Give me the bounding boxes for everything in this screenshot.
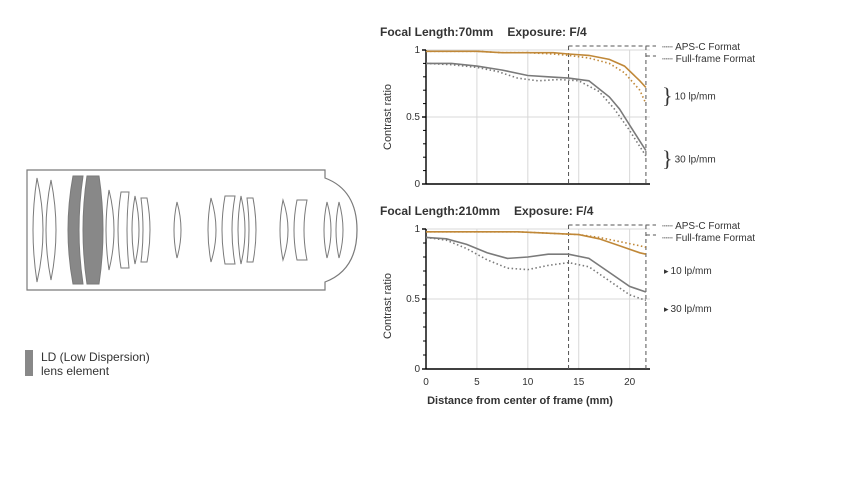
svg-text:1: 1 bbox=[414, 45, 420, 56]
mtf-chart-70mm: Focal Length:70mm Exposure: F/4 Contrast … bbox=[380, 25, 853, 192]
ld-label-2: lens element bbox=[41, 364, 109, 378]
mtf-svg-bottom: 0 5 10 15 20 0 0.5 1 bbox=[396, 221, 656, 391]
ld-swatch bbox=[25, 350, 33, 376]
format-callouts-bottom: ┄┄ APS-C Format ┄┄ Full-frame Format bbox=[662, 221, 755, 245]
ld-label-1: LD (Low Dispersion) bbox=[41, 350, 150, 364]
title-exposure-70: Exposure: F/4 bbox=[507, 25, 586, 39]
callout-10lp-bottom: 10 lp/mm bbox=[664, 266, 712, 277]
ld-legend-text: LD (Low Dispersion) lens element bbox=[41, 350, 150, 378]
charts-section: Focal Length:70mm Exposure: F/4 Contrast … bbox=[380, 0, 853, 501]
lens-section: LD (Low Dispersion) lens element bbox=[0, 0, 380, 501]
xlabel: Distance from center of frame (mm) bbox=[380, 395, 620, 407]
svg-text:10: 10 bbox=[522, 377, 534, 388]
apsc-label-top: APS-C Format bbox=[675, 42, 740, 53]
svg-text:0: 0 bbox=[423, 377, 429, 388]
title-focal-70: Focal Length:70mm bbox=[380, 25, 493, 39]
svg-text:0: 0 bbox=[414, 179, 420, 190]
title-focal-210: Focal Length:210mm bbox=[380, 204, 500, 218]
chart-title-70mm: Focal Length:70mm Exposure: F/4 bbox=[380, 25, 853, 39]
title-exposure-210: Exposure: F/4 bbox=[514, 204, 593, 218]
format-callouts-top: ┄┄ APS-C Format ┄┄ Full-frame Format bbox=[662, 42, 755, 66]
chart-title-210mm: Focal Length:210mm Exposure: F/4 bbox=[380, 204, 853, 218]
ylabel-bottom: Contrast ratio bbox=[380, 221, 396, 391]
ff-label-top: Full-frame Format bbox=[676, 54, 755, 65]
apsc-label-bottom: APS-C Format bbox=[675, 221, 740, 232]
callout-30lp-top: }30 lp/mm bbox=[662, 153, 716, 167]
mtf-chart-210mm: Focal Length:210mm Exposure: F/4 Contrast… bbox=[380, 204, 853, 407]
svg-text:15: 15 bbox=[573, 377, 585, 388]
lens-cross-section-diagram bbox=[25, 150, 365, 310]
svg-text:0.5: 0.5 bbox=[406, 294, 420, 305]
callout-10lp-top: }10 lp/mm bbox=[662, 90, 716, 104]
svg-text:0.5: 0.5 bbox=[406, 112, 420, 123]
callout-30lp-bottom: 30 lp/mm bbox=[664, 304, 712, 315]
ylabel-top: Contrast ratio bbox=[380, 42, 396, 192]
svg-text:1: 1 bbox=[414, 224, 420, 235]
ld-legend: LD (Low Dispersion) lens element bbox=[25, 350, 380, 378]
svg-text:0: 0 bbox=[414, 364, 420, 375]
ff-label-bottom: Full-frame Format bbox=[676, 233, 755, 244]
svg-text:5: 5 bbox=[474, 377, 480, 388]
mtf-svg-top: 00.51 bbox=[396, 42, 656, 192]
svg-text:20: 20 bbox=[624, 377, 636, 388]
